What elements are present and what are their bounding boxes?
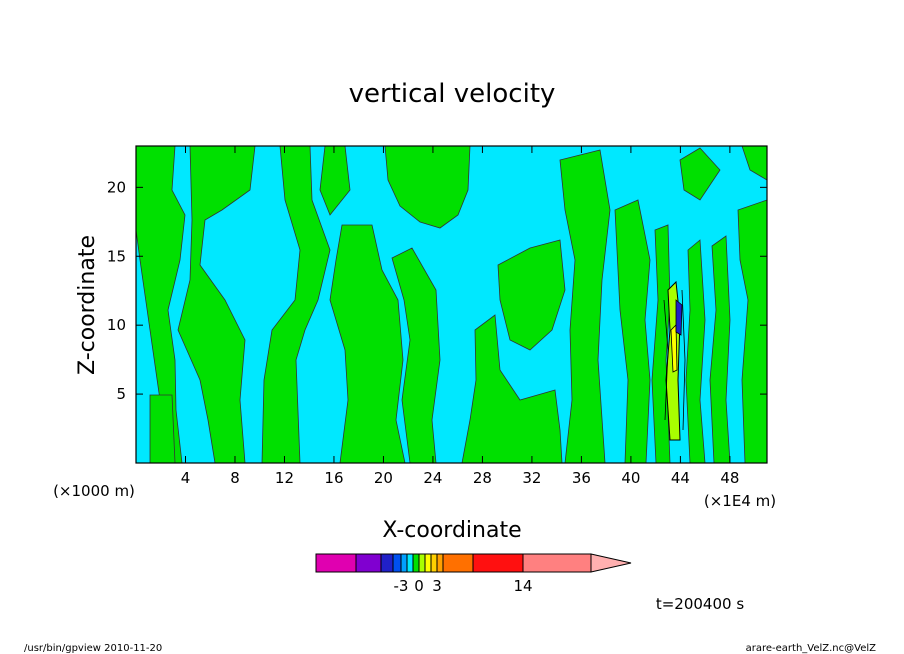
colorbar-segment xyxy=(442,553,474,573)
positive-region xyxy=(497,239,566,351)
x-tick-label: 40 xyxy=(621,469,640,487)
y-tick-label: 20 xyxy=(107,178,126,196)
positive-region xyxy=(149,394,176,463)
x-tick-label: 36 xyxy=(572,469,591,487)
footer-right: arare-earth_VelZ.nc@VelZ xyxy=(746,643,877,654)
positive-region xyxy=(384,146,471,229)
positive-region xyxy=(261,146,331,463)
y-axis-ticks: 5 10 15 20 xyxy=(107,178,767,403)
colorbar-tick-label: -3 xyxy=(394,577,409,595)
positive-region xyxy=(737,199,767,463)
positive-region xyxy=(391,247,441,463)
plot-frame xyxy=(135,145,768,464)
x-tick-label: 4 xyxy=(181,469,191,487)
x-axis-ticks: 4 8 12 16 20 24 28 32 36 40 44 48 xyxy=(181,146,739,487)
colorbar-segment xyxy=(315,553,357,573)
x-tick-label: 24 xyxy=(423,469,442,487)
colorbar-segment xyxy=(418,553,426,573)
colorbar-segment xyxy=(436,553,444,573)
positive-region xyxy=(136,146,186,463)
positive-region xyxy=(177,146,256,463)
updraft-core xyxy=(663,280,686,441)
positive-region xyxy=(319,146,351,216)
x-tick-label: 8 xyxy=(230,469,240,487)
x-unit-left: (×1000 m) xyxy=(53,482,135,500)
colorbar-segment xyxy=(412,553,420,573)
colorbar: -3 0 3 14 xyxy=(315,553,632,595)
colorbar-segment xyxy=(472,553,524,573)
colorbar-tick-label: 0 xyxy=(414,577,424,595)
x-tick-label: 28 xyxy=(473,469,492,487)
y-tick-label: 5 xyxy=(116,385,126,403)
positive-region xyxy=(461,314,563,463)
y-tick-label: 10 xyxy=(107,316,126,334)
colorbar-segment xyxy=(392,553,402,573)
x-tick-label: 12 xyxy=(275,469,294,487)
colorbar-segment xyxy=(424,553,432,573)
time-annotation: t=200400 s xyxy=(656,595,744,613)
colorbar-tick-label: 3 xyxy=(432,577,442,595)
footer-left: /usr/bin/gpview 2010-11-20 xyxy=(24,643,162,654)
positive-region xyxy=(679,147,721,201)
colorbar-tick-label: 14 xyxy=(513,577,532,595)
positive-region xyxy=(685,239,706,463)
contour-field xyxy=(136,146,767,463)
y-axis-label: Z-coordinate xyxy=(75,235,100,375)
colorbar-extend-arrow xyxy=(590,553,632,573)
x-tick-label: 44 xyxy=(671,469,690,487)
x-tick-label: 32 xyxy=(522,469,541,487)
colorbar-segment xyxy=(400,553,408,573)
positive-region xyxy=(559,149,611,463)
x-tick-label: 48 xyxy=(720,469,739,487)
positive-region xyxy=(329,224,406,463)
positive-region xyxy=(741,146,767,181)
colorbar-segment xyxy=(522,553,592,573)
x-axis-label: X-coordinate xyxy=(382,518,521,543)
x-tick-label: 20 xyxy=(374,469,393,487)
positive-region xyxy=(709,235,731,463)
colorbar-segment xyxy=(430,553,438,573)
colorbar-segment xyxy=(406,553,414,573)
colorbar-segment xyxy=(355,553,382,573)
x-tick-label: 16 xyxy=(324,469,343,487)
y-tick-label: 15 xyxy=(107,247,126,265)
chart-title: vertical velocity xyxy=(349,79,556,109)
positive-region xyxy=(614,199,651,463)
colorbar-segment xyxy=(380,553,394,573)
x-unit-right: (×1E4 m) xyxy=(704,492,776,510)
